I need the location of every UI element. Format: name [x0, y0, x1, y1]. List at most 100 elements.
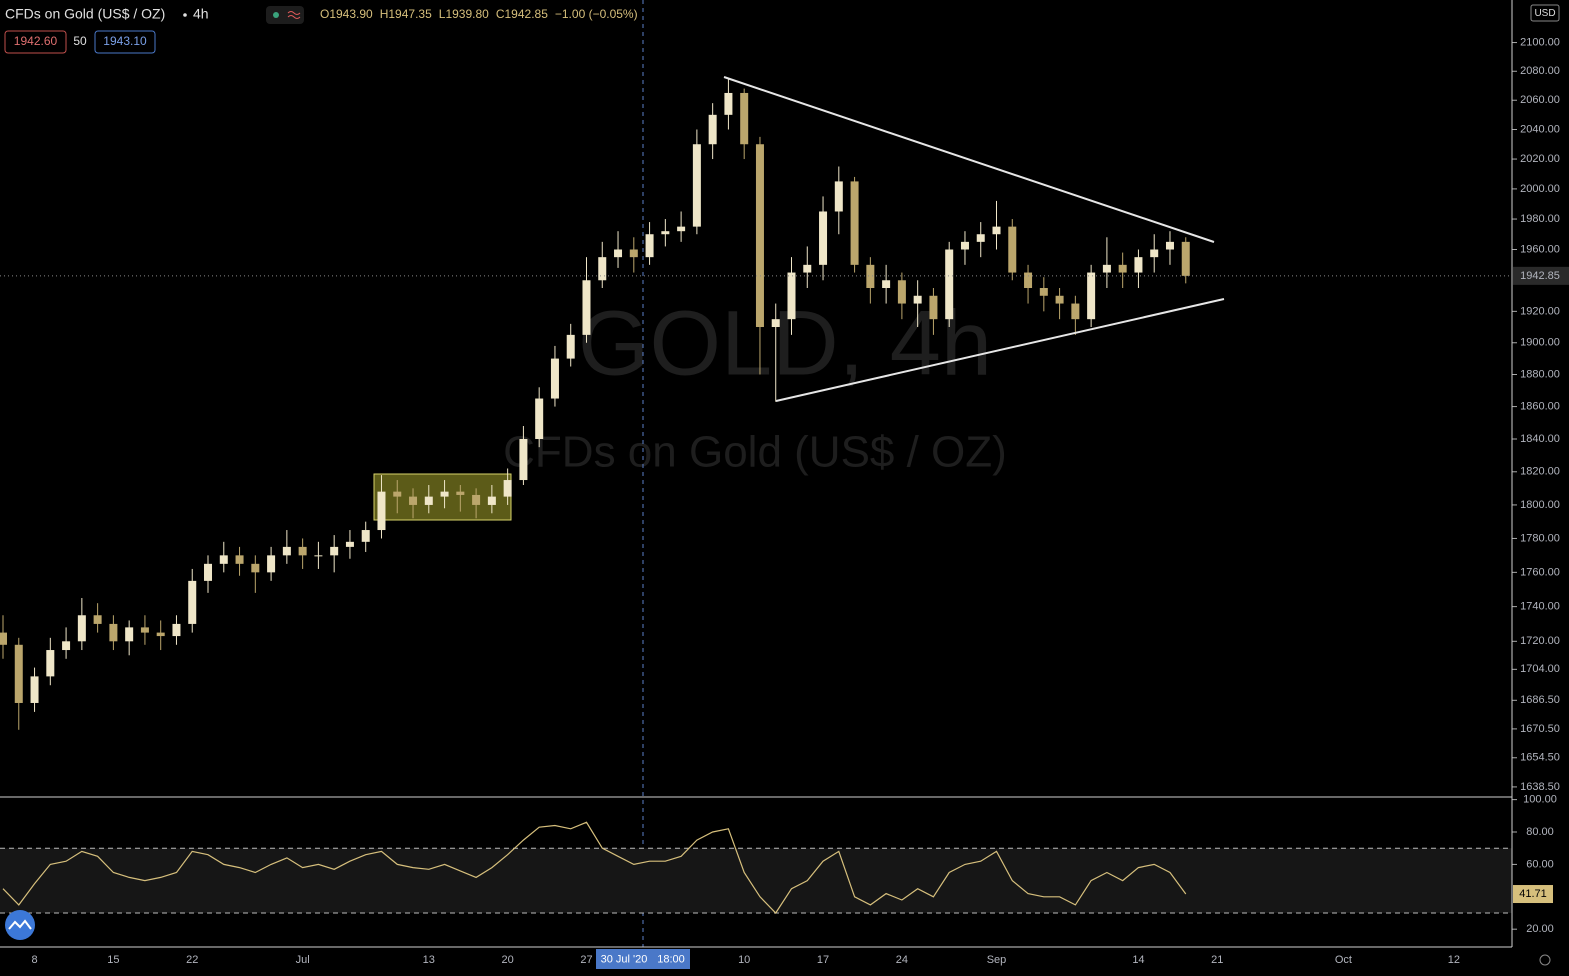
candle-body: [550, 358, 559, 399]
candle-body: [1134, 257, 1143, 273]
candle-body: [298, 546, 307, 556]
rsi-last-box: [1513, 885, 1553, 904]
candle-body: [882, 280, 891, 289]
candle-body: [125, 627, 134, 642]
y-tick-label: 1920.00: [1520, 305, 1560, 317]
candle-body: [30, 676, 39, 703]
data-icon: [287, 11, 301, 19]
x-tick-label: Jul: [296, 954, 310, 966]
currency: USD: [1534, 8, 1555, 19]
candle-body: [1102, 264, 1111, 273]
candle-body: [456, 491, 465, 495]
buy-button[interactable]: [94, 30, 156, 54]
candle-body: [1150, 249, 1159, 258]
y-tick-label: 2020.00: [1520, 153, 1560, 165]
y-tick-label: 1638.50: [1520, 781, 1560, 793]
watermark-title: CFDs on Gold (US$ / OZ): [503, 428, 1007, 477]
settings-icon[interactable]: [1539, 954, 1551, 966]
candle-body: [755, 144, 764, 328]
candle-body: [1008, 226, 1017, 273]
candle-body: [897, 280, 906, 304]
candle-body: [14, 644, 23, 703]
logo[interactable]: [5, 910, 35, 940]
x-tick-label: 20: [502, 954, 514, 966]
candle-body: [109, 623, 118, 642]
watermark-symbol: GOLD, 4h: [578, 292, 992, 394]
candle-body: [692, 144, 701, 227]
symbol-title: CFDs on Gold (US$ / OZ): [5, 6, 165, 22]
x-tick-label: 24: [896, 954, 908, 966]
candle-body: [188, 580, 197, 624]
x-tick-label: 15: [107, 954, 119, 966]
last-price-box: [1513, 266, 1569, 285]
candle-body: [850, 181, 859, 265]
y-tick-label: 100.00: [1523, 794, 1557, 806]
y-tick-label: 1900.00: [1520, 337, 1560, 349]
y-tick-label: 80.00: [1526, 826, 1554, 838]
crosshair-date: 30 Jul '20: [601, 953, 648, 965]
last-price-label: 1942.85: [1520, 270, 1560, 282]
price-change: −1.00 (−0.05%): [555, 7, 638, 21]
interval[interactable]: 4h: [193, 6, 209, 22]
candle-body: [1039, 288, 1048, 296]
candle-body: [819, 211, 828, 265]
y-tick-label: 1880.00: [1520, 368, 1560, 380]
candle-body: [1165, 241, 1174, 250]
bid-price[interactable]: 1942.60: [14, 34, 58, 48]
candle-body: [929, 295, 938, 320]
candle-body: [708, 114, 717, 145]
candle-body: [629, 249, 638, 258]
candle-body: [0, 632, 7, 645]
x-tick-label: 12: [1448, 954, 1460, 966]
y-tick-label: 1720.00: [1520, 635, 1560, 647]
y-tick-label: 1840.00: [1520, 433, 1560, 445]
candle-body: [156, 632, 165, 637]
x-tick-label: Oct: [1335, 954, 1352, 966]
trend-line: [723, 76, 1215, 243]
market-status: [273, 12, 279, 18]
candle-body: [976, 234, 985, 242]
candle-body: [1181, 241, 1190, 276]
candle-body: [314, 555, 323, 557]
y-tick-label: 2000.00: [1520, 183, 1560, 195]
x-tick-label: 10: [738, 954, 750, 966]
candle-body: [424, 496, 433, 505]
x-tick-label: 22: [186, 954, 198, 966]
candle-body: [46, 650, 55, 677]
crosshair-time-box: [596, 949, 690, 969]
candle-body: [724, 92, 733, 115]
candle-body: [866, 264, 875, 289]
candle-body: [803, 264, 812, 273]
x-tick-label: 8: [31, 954, 37, 966]
candle-body: [645, 234, 654, 258]
candle-body: [945, 249, 954, 320]
ask-price[interactable]: 1943.10: [103, 34, 147, 48]
rsi-band: [0, 848, 1512, 913]
y-tick-label: 1780.00: [1520, 532, 1560, 544]
y-tick-label: 1800.00: [1520, 499, 1560, 511]
sell-button[interactable]: [4, 30, 67, 54]
candle-body: [345, 541, 354, 547]
candle-body: [1024, 272, 1033, 289]
x-tick-label: 17: [817, 954, 829, 966]
y-tick-label: 2100.00: [1520, 36, 1560, 48]
y-tick-label: 1960.00: [1520, 243, 1560, 255]
candle-body: [93, 615, 102, 624]
y-tick-label: 60.00: [1526, 858, 1554, 870]
candle-body: [440, 491, 449, 497]
y-tick-label: 1980.00: [1520, 213, 1560, 225]
rsi-last-label: 41.71: [1519, 888, 1547, 900]
candle-body: [677, 226, 686, 232]
logo-mark: [8, 919, 32, 930]
currency-box[interactable]: [1530, 4, 1560, 22]
y-tick-label: 1860.00: [1520, 400, 1560, 412]
x-tick-label: Sep: [987, 954, 1007, 966]
x-tick-label: 27: [580, 954, 592, 966]
candle-body: [503, 480, 512, 497]
candle-body: [409, 496, 418, 505]
candle-body: [1118, 264, 1127, 273]
y-tick-label: 1820.00: [1520, 466, 1560, 478]
status-toggle[interactable]: [266, 6, 304, 24]
candle-body: [172, 623, 181, 637]
